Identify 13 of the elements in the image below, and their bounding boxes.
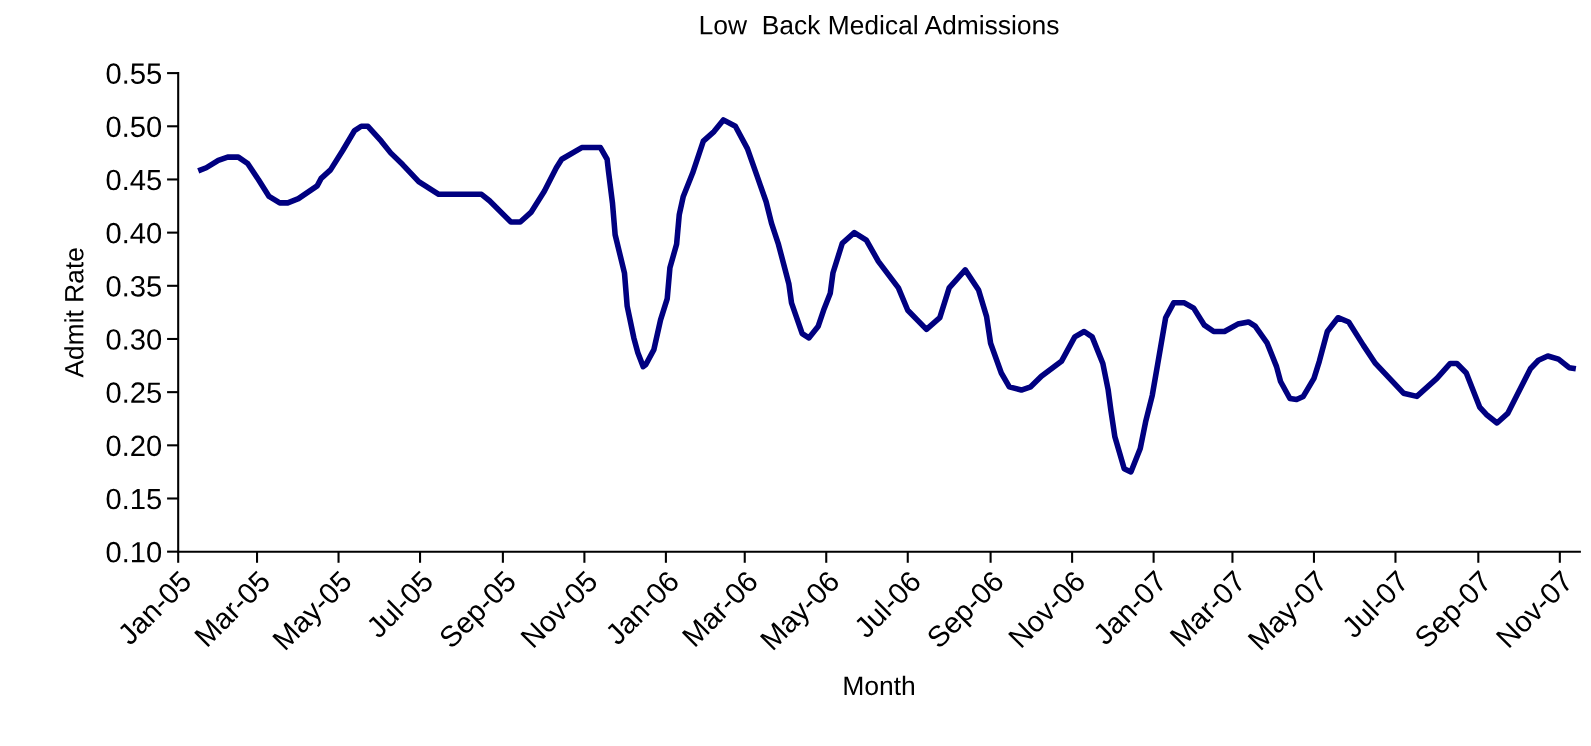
y-tick-label: 0.35: [106, 276, 161, 297]
y-tick-label: 0.15: [106, 488, 161, 510]
y-tick-label: 0.45: [106, 169, 161, 191]
x-axis-title: Month: [844, 675, 914, 696]
y-tick-label: 0.40: [106, 222, 162, 244]
y-axis-title: Admit Rate: [64, 248, 84, 378]
y-tick-label: 0.55: [106, 63, 161, 84]
y-tick-label: 0.30: [106, 329, 162, 350]
chart-title: Low Back Medical Admissions: [700, 15, 1059, 35]
y-tick-label: 0.50: [106, 116, 162, 138]
y-tick-label: 0.25: [106, 382, 161, 403]
y-tick-label: 0.20: [106, 435, 162, 457]
y-tick-label: 0.10: [106, 541, 162, 563]
